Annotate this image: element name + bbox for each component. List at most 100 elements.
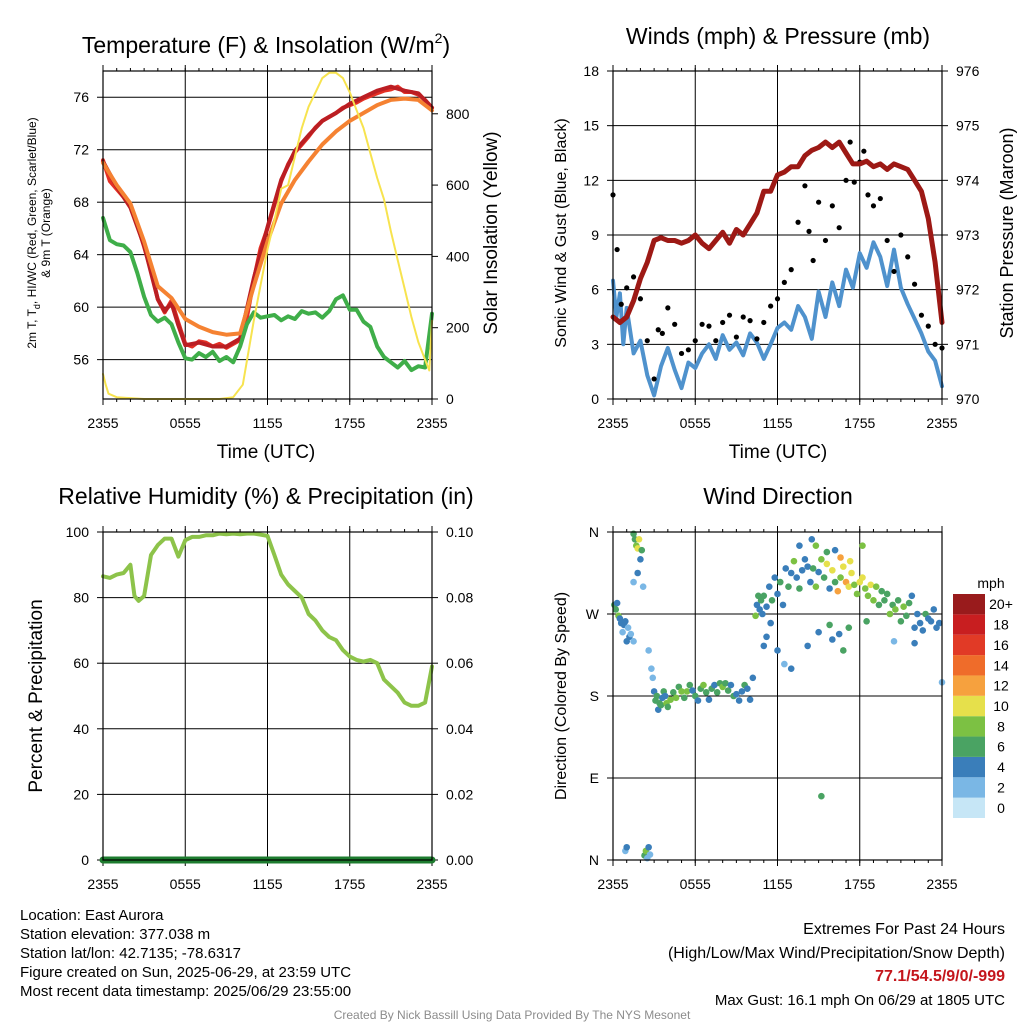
y-right-tick-label: 800 <box>446 106 470 122</box>
legend-swatch <box>953 614 985 635</box>
gust-point <box>870 203 877 209</box>
direction-point <box>846 557 854 565</box>
gust-point <box>836 225 842 231</box>
x-tick-label: 1155 <box>252 415 282 431</box>
direction-point <box>779 601 787 609</box>
x-tick-label: 1755 <box>844 415 875 431</box>
y-right-tick-label: 0.00 <box>446 852 473 868</box>
plot-frame <box>102 531 433 861</box>
direction-point <box>815 568 822 576</box>
direction-point <box>680 694 688 702</box>
direction-point <box>713 689 721 696</box>
direction-point <box>908 592 916 600</box>
direction-point <box>619 628 626 636</box>
direction-point <box>776 578 784 586</box>
direction-point <box>774 590 781 598</box>
station-pressure-line <box>610 139 945 325</box>
direction-point <box>686 681 694 689</box>
direction-point <box>771 574 779 581</box>
y-tick-label: 6 <box>591 282 599 298</box>
y-tick-label: 60 <box>73 299 89 315</box>
direction-point <box>738 688 746 695</box>
gust-point <box>932 341 938 347</box>
direction-point <box>815 628 822 636</box>
chart-panel-4: Wind Direction 2355 0555 1155 1755 2355 N E S W N D… <box>553 483 1013 892</box>
gust-point <box>822 237 829 244</box>
direction-point <box>763 603 770 611</box>
y-right-tick-label: 0 <box>446 391 454 407</box>
gust-point <box>774 296 781 302</box>
direction-point <box>804 563 811 570</box>
gust-point <box>747 318 753 324</box>
x-tick-label: 2355 <box>926 415 957 431</box>
direction-point <box>845 624 853 631</box>
x-tick-label: 1155 <box>252 876 282 892</box>
direction-point <box>637 556 644 563</box>
sonic-wind-line <box>611 240 944 398</box>
2m-td-line <box>101 215 434 373</box>
direction-point <box>829 566 836 574</box>
direction-point <box>863 617 870 625</box>
gust-point <box>865 192 871 198</box>
direction-point <box>634 569 641 577</box>
gust-point <box>678 350 685 357</box>
gust-point <box>891 268 897 275</box>
legend-label: 18 <box>993 617 1009 633</box>
direction-point <box>749 674 757 682</box>
extremes-title: Extremes For Past 24 Hours <box>803 921 1005 938</box>
direction-point <box>812 542 820 549</box>
direction-point <box>801 556 809 563</box>
direction-point <box>900 603 907 611</box>
plot-frame <box>612 70 943 400</box>
gust-point <box>651 376 657 382</box>
direction-point <box>711 681 718 689</box>
y-tick-label: 0 <box>81 852 89 868</box>
gust-point <box>781 279 787 285</box>
direction-point <box>829 636 836 643</box>
y-tick-label: 18 <box>583 63 599 79</box>
gust-point <box>925 323 931 329</box>
direction-point <box>897 617 905 625</box>
x-tick-label: 2355 <box>87 415 118 431</box>
x-tick-label: 0555 <box>170 415 201 431</box>
gust-point <box>810 257 816 264</box>
direction-point <box>623 843 631 851</box>
legend-label: 0 <box>997 800 1005 816</box>
gust-point <box>614 246 620 253</box>
direction-point <box>834 587 842 595</box>
direction-point <box>664 703 672 711</box>
gust-point <box>829 203 835 209</box>
direction-point <box>864 592 872 600</box>
direction-point <box>672 694 680 702</box>
chart-panel-2: Winds (mph) & Pressure (mb) 2355 0555 1155 1… <box>553 23 1017 463</box>
direction-point <box>638 546 646 554</box>
direction-point <box>848 569 855 577</box>
direction-point <box>927 617 935 625</box>
direction-point <box>837 574 844 581</box>
direction-point <box>645 647 652 654</box>
gust-point <box>659 330 665 336</box>
x-tick-label: 1155 <box>762 876 792 892</box>
direction-point <box>752 612 759 620</box>
direction-point <box>859 542 866 549</box>
y-tick-label: 0 <box>591 391 599 407</box>
y-right-tick-label: 0.06 <box>446 655 473 671</box>
gust-point <box>665 305 671 311</box>
direction-point <box>765 583 773 590</box>
y-right-tick-label: 0.04 <box>446 721 473 737</box>
x-tick-label: 1755 <box>334 415 365 431</box>
chart-title: Wind Direction <box>703 483 853 509</box>
legend-label: 10 <box>993 698 1009 714</box>
direction-point <box>613 599 621 607</box>
y-right-tick-label: 972 <box>956 282 980 298</box>
x-tick-label: 0555 <box>680 415 711 431</box>
y-axis-label-left-line2: & 9m T (Orange) <box>39 188 53 278</box>
chart-title: Relative Humidity (%) & Precipitation (i… <box>58 483 473 509</box>
direction-point <box>648 665 655 672</box>
direction-point <box>787 665 795 672</box>
x-tick-label: 2355 <box>926 876 957 892</box>
gust-point <box>754 336 760 342</box>
direction-point <box>630 578 637 586</box>
y-tick-label: 68 <box>73 194 89 210</box>
chart-title: Temperature (F) & Insolation (W/m2) <box>82 30 450 58</box>
